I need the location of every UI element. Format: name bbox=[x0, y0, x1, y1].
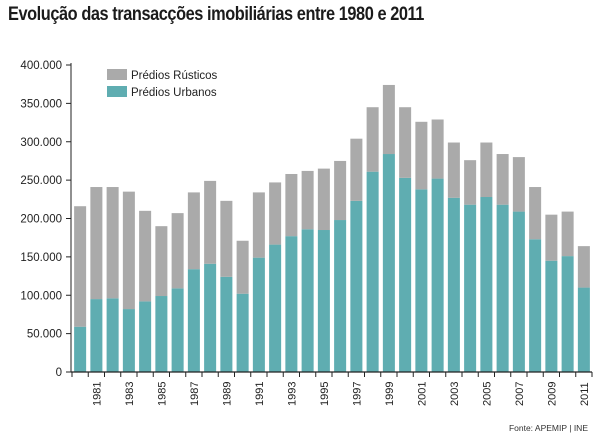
y-tick-label: 150.000 bbox=[20, 252, 62, 264]
x-tick-label: 2005 bbox=[481, 382, 493, 406]
bar-rusticos bbox=[577, 246, 590, 288]
x-tick-label: 1989 bbox=[221, 382, 233, 406]
x-tick-label: 1995 bbox=[319, 382, 331, 406]
y-tick-label: 50.000 bbox=[27, 329, 62, 341]
bar-rusticos bbox=[496, 154, 509, 205]
y-tick-label: 350.000 bbox=[20, 98, 62, 110]
x-tick-label: 2003 bbox=[449, 382, 461, 406]
x-tick-label: 2001 bbox=[416, 382, 428, 406]
bar-rusticos bbox=[285, 173, 298, 237]
bar-rusticos bbox=[545, 214, 558, 261]
bar-urbanos bbox=[382, 154, 395, 372]
bar-urbanos bbox=[106, 298, 119, 372]
x-tick-label: 2011 bbox=[579, 382, 591, 406]
bar-rusticos bbox=[122, 191, 135, 310]
bar-rusticos bbox=[561, 211, 574, 257]
x-tick-label: 1993 bbox=[286, 382, 298, 406]
x-tick-label: 2007 bbox=[514, 382, 526, 406]
y-tick-label: 400.000 bbox=[20, 60, 62, 72]
bar-urbanos bbox=[561, 256, 574, 372]
bar-urbanos bbox=[512, 211, 525, 372]
bar-rusticos bbox=[447, 142, 460, 198]
legend-swatch bbox=[107, 86, 127, 97]
bar-rusticos bbox=[155, 226, 168, 297]
bar-rusticos bbox=[204, 180, 217, 264]
bar-urbanos bbox=[399, 177, 412, 372]
chart-title: Evolução das transacções imobiliárias en… bbox=[8, 4, 424, 25]
bar-rusticos bbox=[301, 170, 314, 230]
bar-urbanos bbox=[155, 296, 168, 372]
bar-urbanos bbox=[545, 260, 558, 372]
bar-rusticos bbox=[415, 121, 428, 190]
x-tick-label: 1999 bbox=[384, 382, 396, 406]
bar-urbanos bbox=[350, 200, 363, 372]
bar-rusticos bbox=[269, 182, 282, 245]
bar-rusticos bbox=[399, 107, 412, 178]
y-tick-label: 0 bbox=[56, 367, 62, 379]
bar-rusticos bbox=[464, 160, 477, 205]
bar-urbanos bbox=[285, 236, 298, 372]
bar-urbanos bbox=[139, 301, 152, 372]
bar-rusticos bbox=[350, 138, 363, 201]
bar-rusticos bbox=[171, 213, 184, 289]
x-tick-label: 1981 bbox=[91, 382, 103, 406]
bar-urbanos bbox=[366, 171, 379, 372]
y-tick-label: 300.000 bbox=[20, 137, 62, 149]
source-note: Fonte: APEMIP | INE bbox=[508, 423, 588, 433]
bar-urbanos bbox=[90, 299, 103, 372]
bar-urbanos bbox=[464, 204, 477, 372]
bar-rusticos bbox=[529, 187, 542, 240]
bar-urbanos bbox=[269, 244, 282, 372]
bar-urbanos bbox=[431, 178, 444, 372]
bar-urbanos bbox=[301, 229, 314, 372]
bar-urbanos bbox=[496, 204, 509, 372]
bar-urbanos bbox=[171, 288, 184, 372]
x-tick-label: 1991 bbox=[254, 382, 266, 406]
bar-rusticos bbox=[252, 192, 265, 258]
bar-rusticos bbox=[106, 187, 119, 299]
bar-rusticos bbox=[187, 192, 200, 270]
x-tick-label: 1983 bbox=[124, 382, 136, 406]
y-tick-label: 100.000 bbox=[20, 290, 62, 302]
bar-urbanos bbox=[529, 239, 542, 372]
bar-urbanos bbox=[220, 276, 233, 372]
bar-rusticos bbox=[74, 206, 87, 327]
bar-urbanos bbox=[204, 263, 217, 372]
bar-rusticos bbox=[382, 84, 395, 155]
bar-rusticos bbox=[236, 240, 249, 294]
bar-urbanos bbox=[122, 309, 135, 372]
bar-urbanos bbox=[236, 293, 249, 372]
legend-label: Prédios Rústicos bbox=[131, 70, 218, 82]
y-tick-label: 200.000 bbox=[20, 214, 62, 226]
x-tick-label: 1997 bbox=[351, 382, 363, 406]
bar-urbanos bbox=[415, 189, 428, 372]
legend-label: Prédios Urbanos bbox=[131, 87, 217, 99]
x-tick-label: 1987 bbox=[189, 382, 201, 406]
bar-urbanos bbox=[74, 326, 87, 372]
bar-rusticos bbox=[366, 107, 379, 172]
bar-rusticos bbox=[220, 200, 233, 277]
bar-rusticos bbox=[431, 119, 444, 179]
bar-urbanos bbox=[334, 220, 347, 372]
x-tick-label: 1985 bbox=[156, 382, 168, 406]
bar-rusticos bbox=[480, 142, 493, 198]
bar-urbanos bbox=[317, 230, 330, 372]
bar-rusticos bbox=[90, 187, 103, 300]
bar-rusticos bbox=[139, 210, 152, 302]
legend-swatch bbox=[107, 69, 127, 80]
bar-rusticos bbox=[512, 157, 525, 212]
bar-rusticos bbox=[334, 160, 347, 221]
bar-rusticos bbox=[317, 168, 330, 231]
bar-urbanos bbox=[447, 197, 460, 372]
y-tick-label: 250.000 bbox=[20, 175, 62, 187]
bar-urbanos bbox=[252, 257, 265, 372]
bar-urbanos bbox=[187, 269, 200, 372]
bar-urbanos bbox=[480, 197, 493, 372]
x-tick-label: 2009 bbox=[546, 382, 558, 406]
bar-urbanos bbox=[577, 287, 590, 372]
